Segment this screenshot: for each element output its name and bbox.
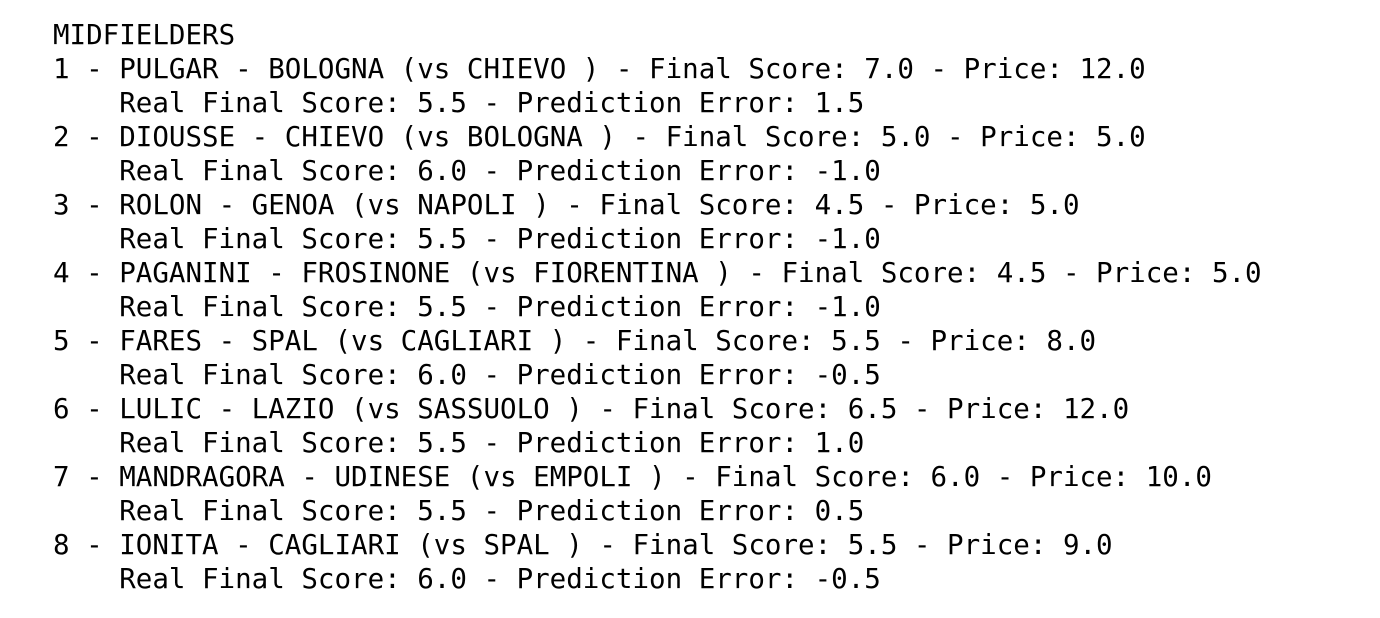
player-line: 5 - FARES - SPAL (vs CAGLIARI ) - Final …	[53, 325, 1097, 357]
player-line: 4 - PAGANINI - FROSINONE (vs FIORENTINA …	[53, 257, 1262, 289]
player-line: 2 - DIOUSSE - CHIEVO (vs BOLOGNA ) - Fin…	[53, 121, 1146, 153]
player-line: 7 - MANDRAGORA - UDINESE (vs EMPOLI ) - …	[53, 461, 1212, 493]
player-line: 3 - ROLON - GENOA (vs NAPOLI ) - Final S…	[53, 189, 1080, 221]
score-line: Real Final Score: 6.0 - Prediction Error…	[119, 563, 881, 595]
score-line: Real Final Score: 5.5 - Prediction Error…	[119, 87, 865, 119]
score-line: Real Final Score: 5.5 - Prediction Error…	[119, 495, 865, 527]
section-heading: MIDFIELDERS	[53, 19, 236, 51]
score-line: Real Final Score: 5.5 - Prediction Error…	[119, 223, 881, 255]
score-line: Real Final Score: 5.5 - Prediction Error…	[119, 427, 865, 459]
player-line: 1 - PULGAR - BOLOGNA (vs CHIEVO ) - Fina…	[53, 53, 1146, 85]
player-line: 6 - LULIC - LAZIO (vs SASSUOLO ) - Final…	[53, 393, 1130, 425]
score-line: Real Final Score: 6.0 - Prediction Error…	[119, 155, 881, 187]
score-line: Real Final Score: 6.0 - Prediction Error…	[119, 359, 881, 391]
score-line: Real Final Score: 5.5 - Prediction Error…	[119, 291, 881, 323]
player-line: 8 - IONITA - CAGLIARI (vs SPAL ) - Final…	[53, 529, 1113, 561]
